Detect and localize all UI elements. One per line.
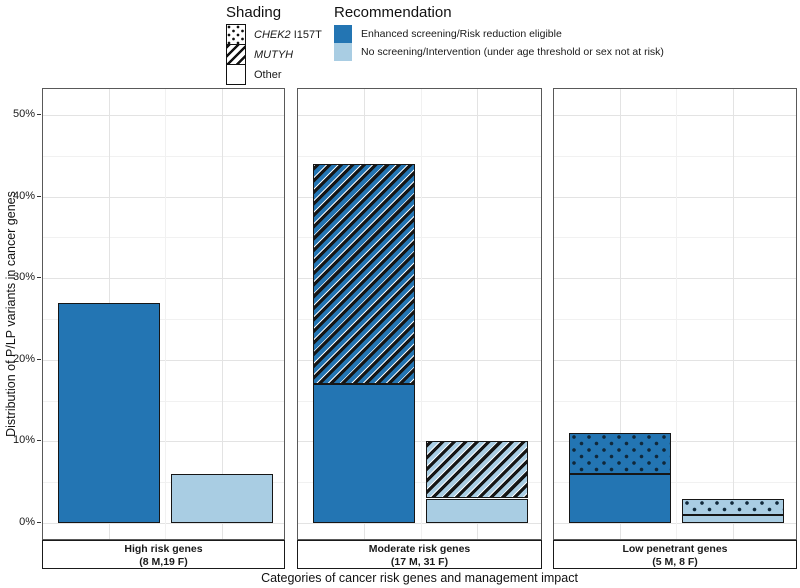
noscreening-color-swatch [334,43,352,61]
minor-gridline [43,319,284,320]
major-gridline [554,278,796,280]
y-tick-mark [37,277,41,279]
bar-segment [682,498,784,515]
facet-panel [42,88,285,540]
minor-gridline [43,237,284,239]
minor-gridline [554,155,796,157]
bar-segment [569,474,671,523]
major-gridline [298,278,541,280]
minor-vertical-gridline [676,89,677,539]
bar-segment [426,441,528,499]
y-tick-mark [37,440,41,442]
facet-strip: Moderate risk genes (17 M, 31 F) [297,540,542,569]
major-gridline [43,441,284,443]
legend-shading: Shading CHEK2 I157T MUTYH Other [226,4,322,85]
minor-gridline [554,400,796,402]
minor-gridline [554,482,796,484]
bar-segment [58,302,160,523]
legend-shading-title: Shading [226,4,282,21]
major-vertical-gridline [620,89,621,539]
facet-panel [553,88,797,540]
major-gridline [298,359,541,361]
minor-gridline [554,319,796,320]
minor-vertical-gridline [164,89,166,539]
major-gridline [554,359,796,361]
legend-item-chek2: CHEK2 I157T [226,24,322,45]
bar-segment [313,384,415,523]
facet-strip: Low penetrant genes (5 M, 8 F) [553,540,797,569]
legend-item-other: Other [226,64,322,85]
legend-label-mutyh: MUTYH [254,49,293,61]
legend-recommendation-title: Recommendation [334,4,452,21]
gene-name-italic: MUTYH [254,49,294,61]
facet-strip-label: Moderate risk genes [368,543,471,555]
minor-gridline [298,319,541,320]
y-tick-mark [37,195,41,197]
major-gridline [298,115,541,116]
variant-suffix: I157T [290,29,322,41]
y-tick-label: 30% [12,271,35,284]
dots-pattern-swatch [226,24,246,45]
legend-label-chek2: CHEK2 I157T [254,29,322,41]
major-vertical-gridline [477,89,478,539]
y-tick-mark [37,358,41,360]
facet-strip-label: Low penetrant genes [622,543,728,555]
major-vertical-gridline [733,89,734,539]
other-label: Other [254,69,282,81]
minor-vertical-gridline [420,89,422,539]
major-gridline [43,196,284,198]
bar-segment [313,164,415,385]
facet-strip-sublabel: (17 M, 31 F) [390,556,449,568]
bar-segment [682,514,784,523]
minor-gridline [43,400,284,402]
y-tick-label: 40% [12,189,35,202]
major-gridline [554,441,796,443]
minor-gridline [43,482,284,484]
y-tick-label: 0% [19,516,35,528]
minor-gridline [554,237,796,239]
facet-strip-sublabel: (8 M,19 F) [139,556,188,568]
major-gridline [298,441,541,443]
major-vertical-gridline [222,89,223,539]
y-tick-label: 20% [12,352,35,365]
x-axis-title: Categories of cancer risk genes and mana… [261,571,578,585]
major-gridline [554,196,796,198]
y-tick-mark [37,114,41,115]
minor-gridline [298,237,541,239]
facet-panel [297,88,542,540]
major-gridline [298,523,541,524]
legend-recommendation: Recommendation Enhanced screening/Risk r… [334,4,664,61]
legend-item-enhanced: Enhanced screening/Risk reduction eligib… [334,25,664,43]
plain-pattern-swatch [226,64,246,85]
major-gridline [43,115,284,116]
y-tick-mark [37,522,41,523]
minor-gridline [298,155,541,157]
gene-name-italic: CHEK2 [254,29,291,41]
bar-segment [426,498,528,523]
legend-label-noscreening: No screening/Intervention (under age thr… [361,46,664,58]
facet-strip-label: High risk genes [124,543,203,555]
major-gridline [43,523,284,524]
major-gridline [554,523,796,524]
minor-gridline [298,482,541,484]
facet-strip-sublabel: (5 M, 8 F) [652,556,698,568]
major-gridline [298,196,541,198]
legend-label-other: Other [254,69,282,81]
minor-gridline [298,400,541,402]
enhanced-color-swatch [334,25,352,43]
major-gridline [554,115,796,116]
y-tick-label: 50% [12,108,35,120]
minor-gridline [43,155,284,157]
legend-label-enhanced: Enhanced screening/Risk reduction eligib… [361,28,562,40]
y-tick-label: 10% [12,434,35,447]
facet-strip: High risk genes (8 M,19 F) [42,540,285,569]
bar-segment [171,474,273,523]
major-gridline [43,359,284,361]
bar-segment [569,433,671,474]
legend-item-noscreening: No screening/Intervention (under age thr… [334,43,664,61]
major-gridline [43,278,284,280]
y-axis-title: Distribution of P/LP variants in cancer … [4,191,18,437]
